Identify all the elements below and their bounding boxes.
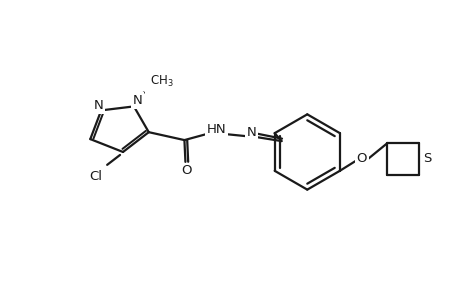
Text: O: O bbox=[181, 164, 191, 177]
Text: N: N bbox=[93, 99, 103, 112]
Text: N: N bbox=[246, 126, 256, 139]
Text: HN: HN bbox=[206, 123, 225, 136]
Text: CH$_3$: CH$_3$ bbox=[150, 74, 173, 89]
Text: S: S bbox=[422, 152, 431, 165]
Text: Cl: Cl bbox=[89, 170, 101, 183]
Text: O: O bbox=[356, 152, 366, 165]
Text: N: N bbox=[133, 94, 142, 107]
